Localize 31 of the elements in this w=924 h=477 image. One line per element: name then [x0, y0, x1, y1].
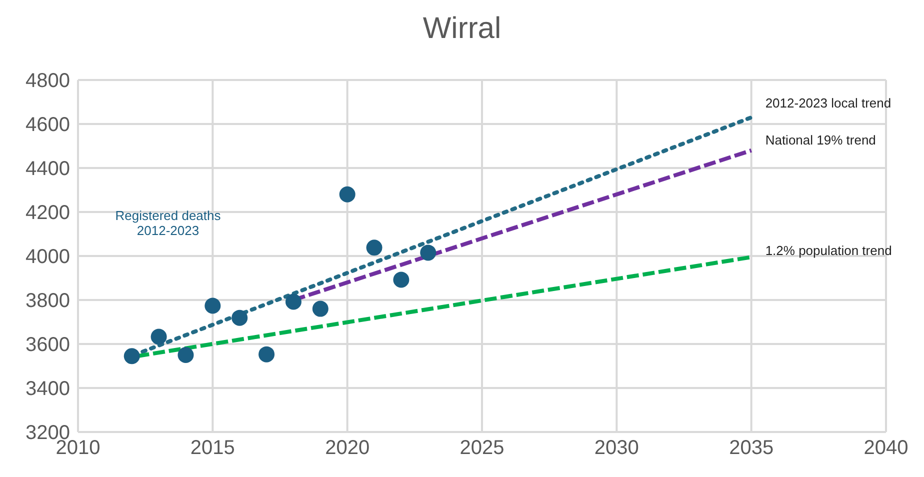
point — [258, 346, 275, 362]
y-tick-label: 3400 — [26, 378, 70, 400]
point — [178, 347, 194, 363]
x-tick-label: 2035 — [729, 437, 774, 460]
point — [420, 244, 436, 261]
x-tick-label: 2025 — [460, 437, 504, 460]
x-tick-label: 2040 — [864, 437, 908, 460]
y-tick-label: 4600 — [26, 114, 70, 136]
point — [366, 240, 382, 256]
y-tick-label: 4200 — [26, 202, 70, 224]
series-label: 2012-2023 local trend — [765, 95, 892, 110]
point — [124, 348, 140, 364]
chart-title: Wirral — [422, 11, 502, 47]
y-tick-label: 4400 — [26, 158, 70, 180]
point — [232, 310, 248, 326]
point — [312, 300, 328, 317]
text: Registered deaths 2012-2023 — [114, 208, 222, 238]
y-tick-label: 4000 — [26, 246, 70, 268]
series-label: National 19% trend — [765, 132, 876, 148]
point — [285, 294, 302, 310]
y-tick-label: 3600 — [26, 334, 70, 356]
series-label: 1.2% population trend — [765, 243, 892, 258]
x-tick-label: 2020 — [325, 437, 370, 460]
x-tick-label: 2030 — [594, 437, 639, 460]
point — [393, 272, 410, 288]
y-tick-label: 4800 — [26, 70, 70, 92]
point — [204, 298, 221, 314]
y-tick-label: 3800 — [26, 290, 70, 312]
x-tick-label: 2015 — [190, 437, 235, 460]
point — [339, 186, 356, 202]
point — [150, 328, 167, 345]
